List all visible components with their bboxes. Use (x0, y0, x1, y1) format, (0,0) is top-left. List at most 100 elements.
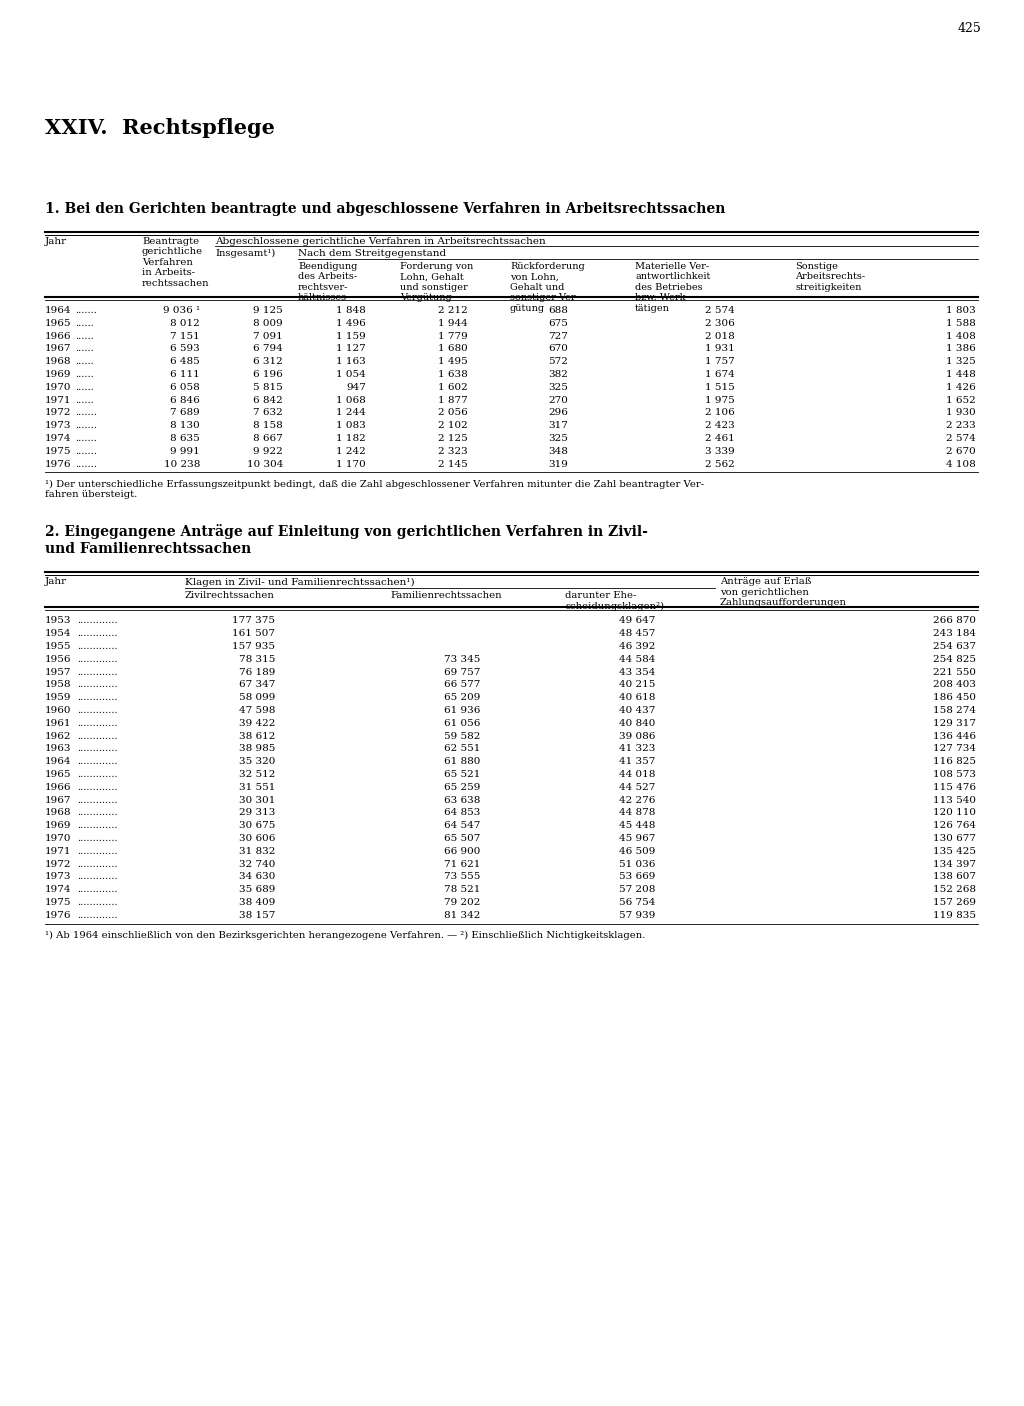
Text: 1968: 1968 (45, 357, 72, 366)
Text: 78 521: 78 521 (443, 886, 480, 894)
Text: 1967: 1967 (45, 344, 72, 353)
Text: 158 274: 158 274 (933, 706, 976, 716)
Text: 61 056: 61 056 (443, 718, 480, 728)
Text: 1 515: 1 515 (706, 382, 735, 392)
Text: 1971: 1971 (45, 846, 72, 856)
Text: 1 757: 1 757 (706, 357, 735, 366)
Text: 1953: 1953 (45, 616, 72, 626)
Text: 2 306: 2 306 (706, 319, 735, 328)
Text: 65 507: 65 507 (443, 834, 480, 844)
Text: 6 485: 6 485 (170, 357, 200, 366)
Text: 61 936: 61 936 (443, 706, 480, 716)
Text: 2 102: 2 102 (438, 422, 468, 430)
Text: 1 496: 1 496 (336, 319, 366, 328)
Text: 425: 425 (958, 22, 982, 35)
Text: 325: 325 (548, 382, 568, 392)
Text: 1 244: 1 244 (336, 408, 366, 418)
Text: 46 392: 46 392 (618, 643, 655, 651)
Text: .......: ....... (75, 434, 97, 443)
Text: 8 158: 8 158 (253, 422, 283, 430)
Text: 1970: 1970 (45, 382, 72, 392)
Text: .............: ............. (77, 846, 118, 856)
Text: 177 375: 177 375 (232, 616, 275, 626)
Text: Familienrechtssachen: Familienrechtssachen (390, 592, 502, 600)
Text: 31 551: 31 551 (239, 783, 275, 792)
Text: 46 509: 46 509 (618, 846, 655, 856)
Text: 1965: 1965 (45, 770, 72, 779)
Text: 1 242: 1 242 (336, 447, 366, 456)
Text: .............: ............. (77, 911, 118, 920)
Text: .............: ............. (77, 681, 118, 689)
Text: 688: 688 (548, 307, 568, 315)
Text: 2 125: 2 125 (438, 434, 468, 443)
Text: 119 835: 119 835 (933, 911, 976, 920)
Text: 116 825: 116 825 (933, 758, 976, 766)
Text: 57 939: 57 939 (618, 911, 655, 920)
Text: 59 582: 59 582 (443, 731, 480, 741)
Text: 32 512: 32 512 (239, 770, 275, 779)
Text: 1966: 1966 (45, 332, 72, 340)
Text: 1 163: 1 163 (336, 357, 366, 366)
Text: 1 408: 1 408 (946, 332, 976, 340)
Text: 1 602: 1 602 (438, 382, 468, 392)
Text: 2 423: 2 423 (706, 422, 735, 430)
Text: 1974: 1974 (45, 434, 72, 443)
Text: 8 667: 8 667 (253, 434, 283, 443)
Text: 2 670: 2 670 (946, 447, 976, 456)
Text: .............: ............. (77, 834, 118, 844)
Text: 1970: 1970 (45, 834, 72, 844)
Text: Forderung von
Lohn, Gehalt
und sonstiger
Vergütung: Forderung von Lohn, Gehalt und sonstiger… (400, 262, 473, 302)
Text: .............: ............. (77, 616, 118, 626)
Text: darunter Ehe-
scheidungsklagen²): darunter Ehe- scheidungsklagen²) (565, 592, 665, 612)
Text: 157 935: 157 935 (232, 643, 275, 651)
Text: 382: 382 (548, 370, 568, 380)
Text: ......: ...... (75, 382, 94, 392)
Text: .............: ............. (77, 630, 118, 638)
Text: 1 680: 1 680 (438, 344, 468, 353)
Text: 1 931: 1 931 (706, 344, 735, 353)
Text: 38 612: 38 612 (239, 731, 275, 741)
Text: 1976: 1976 (45, 911, 72, 920)
Text: 41 323: 41 323 (618, 744, 655, 754)
Text: 8 130: 8 130 (170, 422, 200, 430)
Text: Anträge auf Erlaß
von gerichtlichen
Zahlungsaufforderungen: Anträge auf Erlaß von gerichtlichen Zahl… (720, 578, 847, 607)
Text: 1 054: 1 054 (336, 370, 366, 380)
Text: 1961: 1961 (45, 718, 72, 728)
Text: .............: ............. (77, 718, 118, 728)
Text: .......: ....... (75, 307, 97, 315)
Text: 1964: 1964 (45, 758, 72, 766)
Text: 79 202: 79 202 (443, 898, 480, 907)
Text: Sonstige
Arbeitsrechts-
streitigkeiten: Sonstige Arbeitsrechts- streitigkeiten (795, 262, 865, 292)
Text: 41 357: 41 357 (618, 758, 655, 766)
Text: 134 397: 134 397 (933, 859, 976, 869)
Text: 51 036: 51 036 (618, 859, 655, 869)
Text: Nach dem Streitgegenstand: Nach dem Streitgegenstand (298, 249, 446, 257)
Text: 65 521: 65 521 (443, 770, 480, 779)
Text: 1965: 1965 (45, 319, 72, 328)
Text: 6 842: 6 842 (253, 395, 283, 405)
Text: 56 754: 56 754 (618, 898, 655, 907)
Text: 6 312: 6 312 (253, 357, 283, 366)
Text: .......: ....... (75, 408, 97, 418)
Text: 61 880: 61 880 (443, 758, 480, 766)
Text: .............: ............. (77, 821, 118, 830)
Text: 47 598: 47 598 (239, 706, 275, 716)
Text: 1 588: 1 588 (946, 319, 976, 328)
Text: 6 846: 6 846 (170, 395, 200, 405)
Text: ¹) Der unterschiedliche Erfassungszeitpunkt bedingt, daß die Zahl abgeschlossene: ¹) Der unterschiedliche Erfassungszeitpu… (45, 479, 705, 499)
Text: 270: 270 (548, 395, 568, 405)
Text: Insgesamt¹): Insgesamt¹) (215, 249, 275, 259)
Text: 1 448: 1 448 (946, 370, 976, 380)
Text: .............: ............. (77, 731, 118, 741)
Text: 7 632: 7 632 (253, 408, 283, 418)
Text: 1967: 1967 (45, 796, 72, 804)
Text: .............: ............. (77, 758, 118, 766)
Text: 40 618: 40 618 (618, 693, 655, 702)
Text: Jahr: Jahr (45, 578, 68, 586)
Text: .............: ............. (77, 655, 118, 664)
Text: 1 848: 1 848 (336, 307, 366, 315)
Text: 44 527: 44 527 (618, 783, 655, 792)
Text: ......: ...... (75, 319, 94, 328)
Text: 9 922: 9 922 (253, 447, 283, 456)
Text: 64 547: 64 547 (443, 821, 480, 830)
